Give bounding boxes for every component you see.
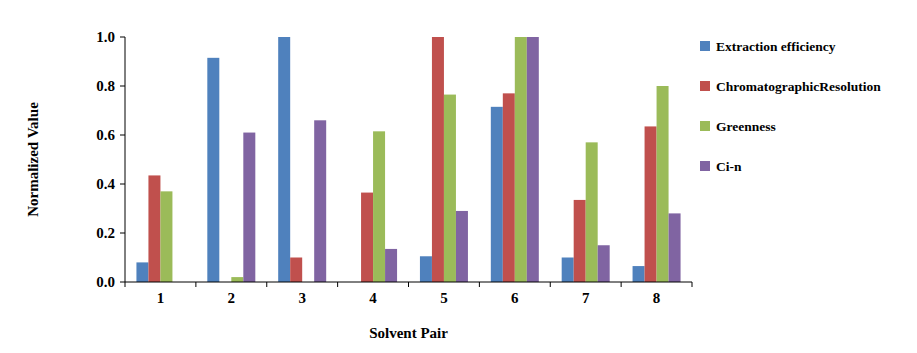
bar: [444, 95, 456, 282]
y-tick: [120, 37, 125, 38]
x-tick-boundary: [408, 282, 409, 287]
bar: [420, 256, 432, 282]
y-tick-label: 0.0: [96, 274, 115, 290]
bar: [207, 58, 219, 282]
y-tick-label: 0.6: [96, 127, 115, 143]
y-axis-label: Normalized Value: [25, 102, 41, 217]
bar: [586, 142, 598, 282]
bar: [562, 258, 574, 283]
bar: [231, 277, 243, 282]
bar: [373, 131, 385, 282]
legend: Extraction efficiency ChromatographicReso…: [700, 39, 881, 174]
bar: [527, 37, 539, 282]
x-tick-boundary: [195, 282, 196, 287]
y-tick-label: 0.8: [96, 78, 115, 94]
legend-swatch: [700, 41, 710, 51]
bar: [243, 133, 255, 282]
bar: [432, 37, 444, 282]
bar: [574, 200, 586, 282]
x-tick-label: 2: [228, 290, 236, 306]
bar: [456, 211, 468, 282]
x-tick-label: 6: [511, 290, 519, 306]
x-axis-label: Solvent Pair: [369, 325, 448, 341]
x-tick-label: 5: [440, 290, 448, 306]
bar: [361, 193, 373, 282]
bar: [148, 175, 160, 282]
y-tick: [120, 184, 125, 185]
chart: 0.0 0.2 0.4 0.6 0.8 1.0 1 2 3 4 5 6 7 8 Solvent Pair No…: [0, 0, 917, 353]
bar: [160, 191, 172, 282]
y-tick: [120, 233, 125, 234]
legend-swatch: [700, 81, 710, 91]
bar: [633, 266, 645, 282]
legend-swatch: [700, 161, 710, 171]
bar: [645, 126, 657, 282]
y-tick-label: 0.2: [96, 225, 115, 241]
bars: [136, 37, 680, 282]
y-tick: [120, 86, 125, 87]
legend-label: Ci-n: [716, 159, 742, 174]
bar: [669, 213, 681, 282]
x-tick-boundary: [337, 282, 338, 287]
x-tick-boundary: [125, 282, 126, 287]
x-tick-boundary: [692, 282, 693, 287]
legend-swatch: [700, 121, 710, 131]
y-tick-label: 0.4: [96, 176, 115, 192]
y-axis: [125, 37, 126, 282]
y-tick: [120, 282, 125, 283]
bar: [136, 262, 148, 282]
bar: [657, 86, 669, 282]
x-tick-label: 7: [582, 290, 590, 306]
legend-label: ChromatographicResolution: [716, 79, 881, 94]
x-tick-label: 4: [369, 290, 377, 306]
x-tick-label: 8: [653, 290, 661, 306]
bar: [598, 245, 610, 282]
bar: [503, 93, 515, 282]
x-tick-boundary: [550, 282, 551, 287]
x-tick-boundary: [621, 282, 622, 287]
bar: [515, 37, 527, 282]
x-tick-boundary: [266, 282, 267, 287]
legend-label: Greenness: [716, 119, 776, 134]
y-tick: [120, 135, 125, 136]
x-tick-label: 1: [157, 290, 165, 306]
bar: [314, 120, 326, 282]
x-tick-boundary: [479, 282, 480, 287]
y-tick-label: 1.0: [96, 29, 115, 45]
x-tick-label: 3: [298, 290, 306, 306]
legend-label: Extraction efficiency: [716, 39, 836, 54]
bar: [290, 258, 302, 283]
bar: [385, 249, 397, 282]
bar: [278, 37, 290, 282]
bar: [491, 107, 503, 282]
